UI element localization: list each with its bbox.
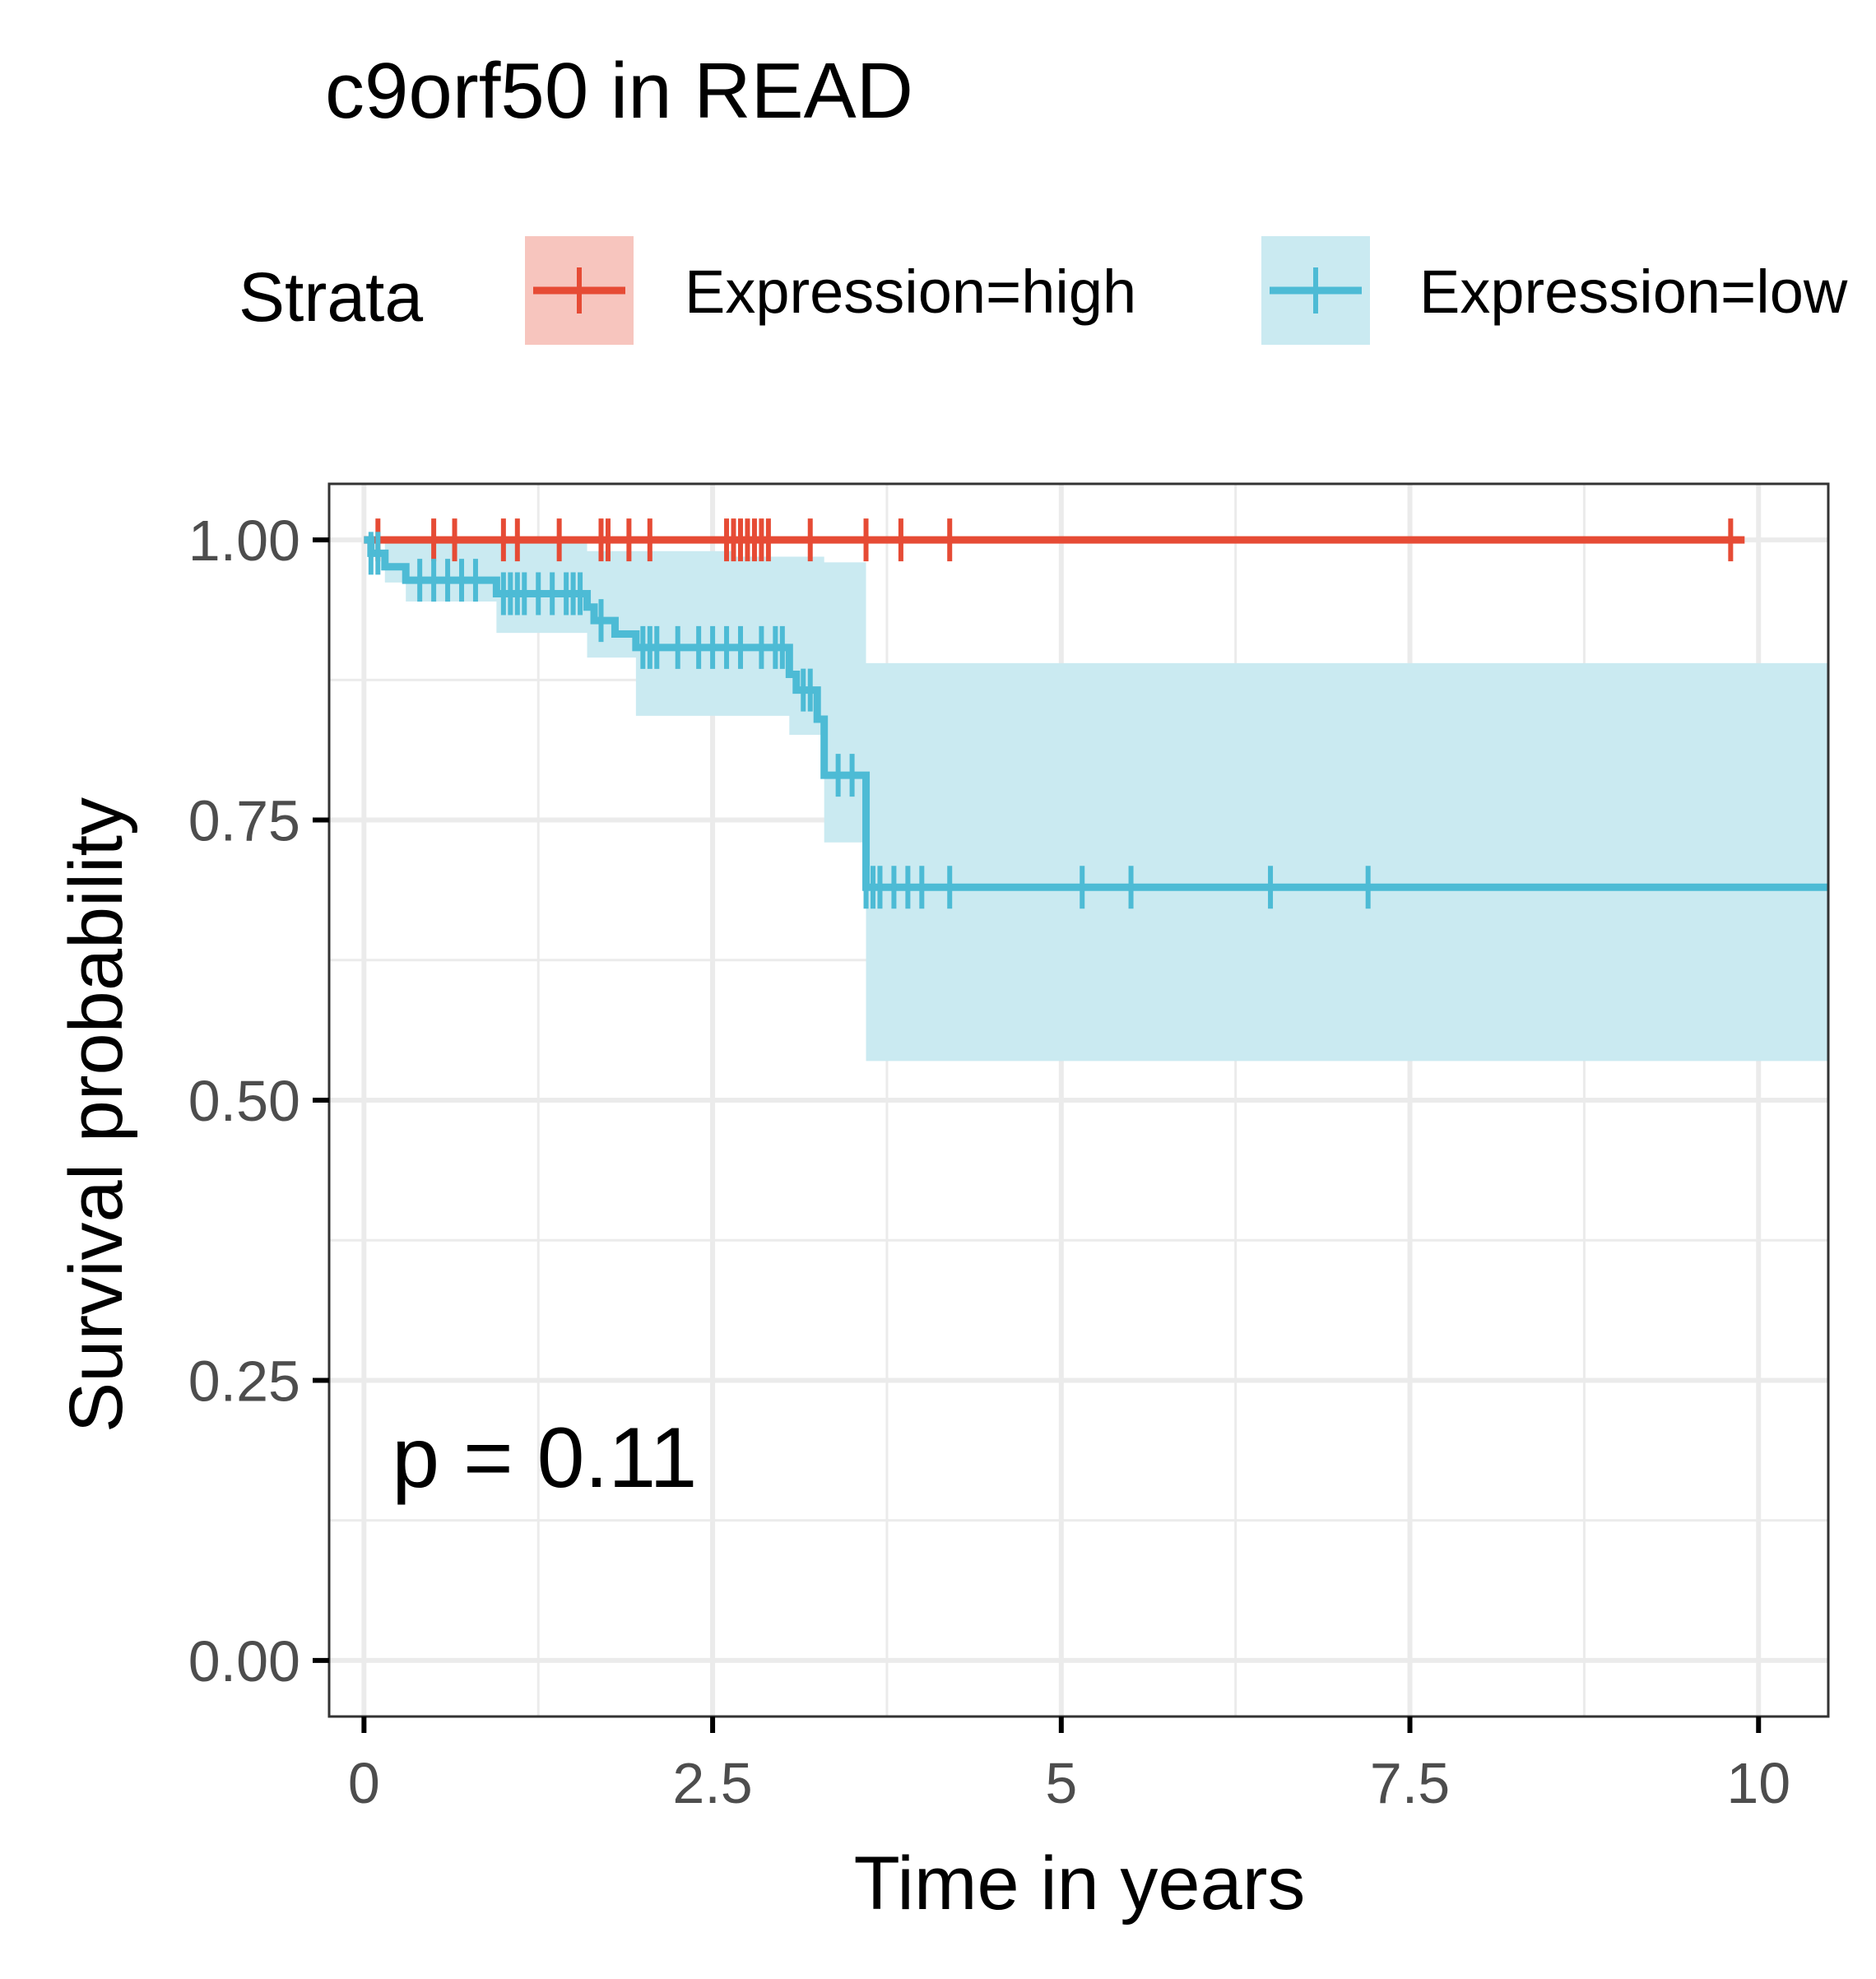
x-tick-label: 10: [1726, 1751, 1790, 1815]
y-tick-label: 0.25: [188, 1349, 300, 1413]
x-axis-title: Time in years: [854, 1842, 1306, 1926]
legend-label-0: Expression=high: [685, 258, 1136, 326]
y-tick-label: 0.00: [188, 1629, 300, 1693]
x-tick-label: 0: [348, 1751, 380, 1815]
legend-label-1: Expression=low: [1419, 258, 1848, 326]
y-tick-label: 1.00: [188, 509, 300, 573]
chart-title: c9orf50 in READ: [325, 47, 913, 135]
y-axis-title: Survival probability: [54, 797, 138, 1433]
x-tick-label: 7.5: [1370, 1751, 1450, 1815]
plot-area: p = 0.11 0 2.5 5 7.5 10 0.00 0.25 0.50 0.75 1.00: [188, 482, 1830, 1815]
p-value-annotation: p = 0.11: [392, 1410, 697, 1506]
y-tick-label: 0.50: [188, 1069, 300, 1133]
survival-curve-1: [364, 536, 1828, 891]
series-layer: [364, 518, 1828, 1062]
x-tick-label: 5: [1045, 1751, 1077, 1815]
legend-title: Strata: [239, 258, 423, 336]
y-tick-label: 0.75: [188, 789, 300, 853]
legend: Strata Expression=high Expression=low: [239, 236, 1848, 345]
confidence-band-1: [364, 540, 1828, 1062]
x-tick-label: 2.5: [672, 1751, 752, 1815]
